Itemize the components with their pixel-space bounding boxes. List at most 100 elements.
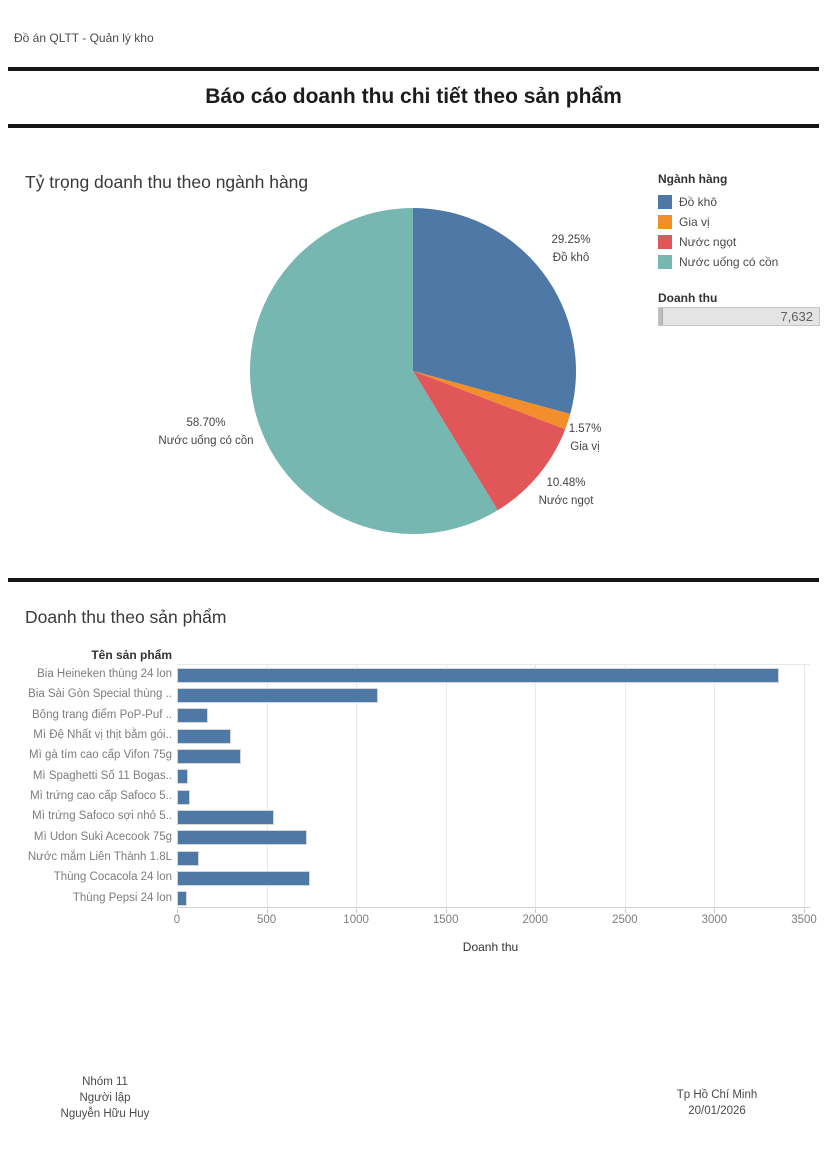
legend-item-1[interactable]: Đồ khô (658, 192, 778, 212)
category-legend: Ngành hàng Đồ khô Gia vị Nước ngọt Nước uốn… (658, 172, 778, 272)
x-axis-tick (266, 909, 268, 913)
bar-4[interactable] (177, 728, 231, 744)
footer-author: Nguyễn Hữu Huy (60, 1108, 150, 1120)
bar-plot-area (177, 664, 810, 908)
pie-label-percent: 10.48% (546, 477, 586, 489)
filter-slider-handle[interactable] (659, 308, 663, 325)
bar-1[interactable] (177, 667, 779, 683)
legend-swatch-icon (658, 215, 672, 229)
divider-line-title (8, 124, 819, 128)
bar-row-label-2[interactable]: Bia Sài Gòn Special thùng .. (28, 688, 172, 701)
bar-row-label-8[interactable]: Mì trứng Safoco sợi nhỏ 5.. (32, 810, 172, 823)
bar-row-header: Tên sản phẩm (91, 648, 172, 662)
gridline (266, 665, 268, 907)
pie-label-do-kho: 29.25% Đồ khô (511, 231, 631, 267)
x-axis-tick (804, 909, 805, 913)
pie-slice-3[interactable] (413, 371, 566, 511)
legend-title: Ngành hàng (658, 172, 728, 186)
bar-row-label-7[interactable]: Mì trứng cao cấp Safoco 5.. (30, 790, 172, 802)
x-axis-tick-label: 2000 (522, 914, 549, 926)
x-axis-tick (714, 909, 716, 913)
workbook-title: Đồ án QLTT - Quản lý kho (14, 31, 154, 45)
bar-6[interactable] (177, 769, 189, 785)
pie-label-category: Nước uống có cồn (158, 435, 254, 447)
pie-slice-4[interactable] (250, 208, 498, 534)
footer-group: Nhóm 11 (82, 1076, 128, 1088)
pie-chart-title: Tỷ trọng doanh thu theo ngành hàng (25, 172, 309, 192)
footer-date: 20/01/2026 (688, 1105, 746, 1117)
divider-line-top (8, 67, 819, 71)
legend-swatch-icon (658, 235, 672, 249)
legend-swatch-icon (658, 255, 672, 269)
x-axis-title: Doanh thu (462, 940, 519, 954)
bar-3[interactable] (177, 708, 209, 724)
x-axis-tick-label: 500 (257, 914, 277, 926)
bar-row-label-12[interactable]: Thùng Pepsi 24 lon (72, 891, 172, 904)
revenue-filter-title: Doanh thu (658, 291, 718, 305)
gridline (804, 665, 805, 907)
bar-8[interactable] (177, 809, 274, 825)
divider-line-middle (8, 578, 819, 582)
gridline (714, 665, 716, 907)
filter-value: 7,632 (780, 309, 813, 324)
footer-author-block: Nhóm 11 Người lập Nguyễn Hữu Huy (25, 1074, 185, 1122)
bar-row-label-5[interactable]: Mì gà tím cao cấp Vifon 75g (29, 749, 172, 762)
revenue-filter-slider[interactable]: 7,632 (658, 307, 820, 326)
pie-label-percent: 29.25% (551, 234, 591, 246)
bar-row-label-10[interactable]: Nước mắm Liên Thành 1.8L (27, 851, 172, 863)
bar-row-label-1[interactable]: Bia Heineken thùng 24 lon (37, 668, 172, 680)
legend-swatch-icon (658, 195, 672, 209)
legend-item-3[interactable]: Nước ngọt (658, 232, 778, 252)
pie-label-nuoc-ngot: 10.48% Nước ngọt (516, 474, 616, 510)
x-axis-tick-label: 1000 (343, 914, 369, 926)
x-axis-tick-label: 3000 (701, 914, 728, 926)
pie-chart[interactable] (250, 208, 576, 534)
bar-row-label-11[interactable]: Thùng Cocacola 24 lon (53, 871, 172, 884)
pie-label-gia-vi: 1.57% Gia vị (539, 420, 631, 456)
x-axis-tick (624, 909, 626, 913)
bar-row-label-4[interactable]: Mì Đệ Nhất vị thịt bằm gói.. (33, 729, 172, 741)
bar-12[interactable] (177, 891, 188, 907)
x-axis-tick (535, 909, 537, 913)
legend-item-label: Nước uống có cồn (679, 255, 779, 269)
pie-label-category: Đồ khô (552, 252, 590, 264)
footer-place-date-block: Tp Hồ Chí Minh 20/01/2026 (637, 1087, 797, 1119)
x-axis-tick (356, 909, 358, 913)
pie-label-nuoc-uong-co-con: 58.70% Nước uống có cồn (146, 414, 266, 450)
x-axis-tick-label: 2500 (612, 914, 638, 926)
pie-label-percent: 58.70% (186, 417, 226, 429)
pie-slice-1[interactable] (413, 208, 576, 415)
gridline (535, 665, 537, 907)
gridline (356, 665, 358, 907)
x-axis-tick-label: 1500 (432, 914, 459, 926)
legend-item-label: Gia vị (679, 215, 710, 229)
bar-5[interactable] (177, 748, 241, 764)
legend-item-4[interactable]: Nước uống có cồn (658, 252, 778, 272)
legend-items: Đồ khô Gia vị Nước ngọt Nước uống có cồn (658, 192, 778, 272)
bar-2[interactable] (177, 687, 378, 703)
report-title: Báo cáo doanh thu chi tiết theo sản phẩm (205, 85, 622, 108)
footer-place: Tp Hồ Chí Minh (676, 1089, 758, 1101)
bar-row-label-3[interactable]: Bông trang điểm PoP-Puf .. (32, 708, 172, 721)
x-axis-tick (177, 909, 178, 913)
legend-item-label: Đồ khô (679, 195, 718, 209)
footer-role: Người lập (79, 1092, 131, 1104)
pie-label-category: Nước ngọt (538, 495, 594, 507)
bar-row-label-6[interactable]: Mì Spaghetti Số 11 Bogas.. (32, 769, 172, 782)
legend-item-2[interactable]: Gia vị (658, 212, 778, 232)
x-axis-tick-label: 0 (173, 914, 181, 926)
x-axis-tick-label: 3500 (791, 914, 817, 926)
pie-label-percent: 1.57% (568, 423, 602, 435)
pie-label-category: Gia vị (570, 441, 600, 453)
bar-7[interactable] (177, 789, 190, 805)
bar-9[interactable] (177, 830, 308, 846)
bar-chart-title: Doanh thu theo sản phẩm (25, 607, 227, 627)
legend-item-label: Nước ngọt (679, 235, 737, 249)
bar-row-label-9[interactable]: Mì Udon Suki Acecook 75g (33, 830, 172, 843)
x-axis-tick (445, 909, 447, 913)
pie-slice-2[interactable] (413, 371, 571, 430)
bar-10[interactable] (177, 850, 199, 866)
bar-11[interactable] (177, 870, 311, 886)
gridline (624, 665, 626, 907)
